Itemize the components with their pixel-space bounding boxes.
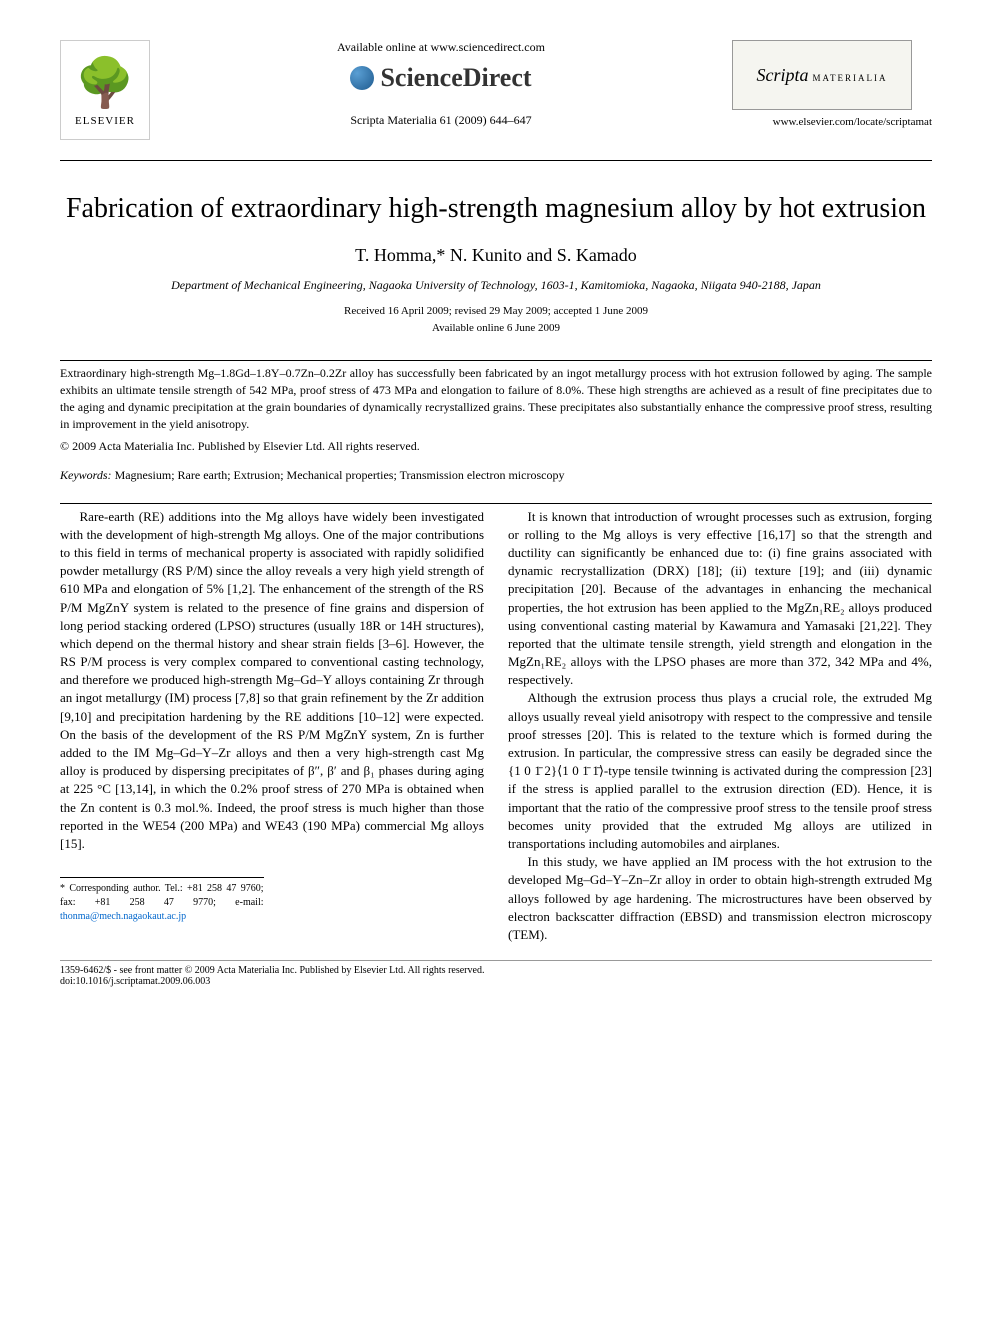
- article-title: Fabrication of extraordinary high-streng…: [60, 191, 932, 227]
- sciencedirect-icon: [350, 66, 374, 90]
- available-online-text: Available online at www.sciencedirect.co…: [170, 40, 712, 55]
- journal-subtitle: MATERIALIA: [813, 73, 888, 83]
- footnote-text: * Corresponding author. Tel.: +81 258 47…: [60, 883, 264, 908]
- column-right: It is known that introduction of wrought…: [508, 508, 932, 945]
- journal-name: Scripta: [757, 65, 809, 85]
- keywords-label: Keywords:: [60, 468, 112, 482]
- header-divider: [60, 160, 932, 161]
- abstract-top-divider: [60, 360, 932, 361]
- footnote-email[interactable]: thonma@mech.nagaokaut.ac.jp: [60, 911, 186, 922]
- elsevier-tree-icon: 🌳: [75, 54, 135, 111]
- dates-online: Available online 6 June 2009: [60, 320, 932, 337]
- sciencedirect-brand: ScienceDirect: [170, 63, 712, 93]
- body-columns: Rare-earth (RE) additions into the Mg al…: [60, 508, 932, 945]
- keywords-list: Magnesium; Rare earth; Extrusion; Mechan…: [112, 468, 565, 482]
- dates-received: Received 16 April 2009; revised 29 May 2…: [60, 303, 932, 320]
- citation-text: Scripta Materialia 61 (2009) 644–647: [170, 113, 712, 128]
- center-header: Available online at www.sciencedirect.co…: [150, 40, 732, 128]
- footer-front-matter: 1359-6462/$ - see front matter © 2009 Ac…: [60, 965, 932, 976]
- page-header: 🌳 ELSEVIER Available online at www.scien…: [60, 40, 932, 140]
- publication-dates: Received 16 April 2009; revised 29 May 2…: [60, 303, 932, 336]
- keywords-block: Keywords: Magnesium; Rare earth; Extrusi…: [60, 468, 932, 483]
- column-left: Rare-earth (RE) additions into the Mg al…: [60, 508, 484, 945]
- body-paragraph: Rare-earth (RE) additions into the Mg al…: [60, 508, 484, 854]
- page-footer: 1359-6462/$ - see front matter © 2009 Ac…: [60, 960, 932, 987]
- body-paragraph: In this study, we have applied an IM pro…: [508, 853, 932, 944]
- authors: T. Homma,* N. Kunito and S. Kamado: [60, 245, 932, 266]
- journal-url: www.elsevier.com/locate/scriptamat: [732, 116, 932, 128]
- journal-logo-image: Scripta MATERIALIA: [732, 40, 912, 110]
- sciencedirect-text: ScienceDirect: [380, 63, 531, 93]
- copyright-text: © 2009 Acta Materialia Inc. Published by…: [60, 439, 932, 454]
- affiliation: Department of Mechanical Engineering, Na…: [60, 278, 932, 293]
- body-paragraph: Although the extrusion process thus play…: [508, 689, 932, 853]
- abstract-bottom-divider: [60, 503, 932, 504]
- abstract-text: Extraordinary high-strength Mg–1.8Gd–1.8…: [60, 365, 932, 432]
- elsevier-label: ELSEVIER: [75, 115, 135, 127]
- corresponding-author-footnote: * Corresponding author. Tel.: +81 258 47…: [60, 877, 264, 924]
- footer-doi: doi:10.1016/j.scriptamat.2009.06.003: [60, 976, 932, 987]
- body-paragraph: It is known that introduction of wrought…: [508, 508, 932, 690]
- journal-logo-block: Scripta MATERIALIA www.elsevier.com/loca…: [732, 40, 932, 128]
- elsevier-logo: 🌳 ELSEVIER: [60, 40, 150, 140]
